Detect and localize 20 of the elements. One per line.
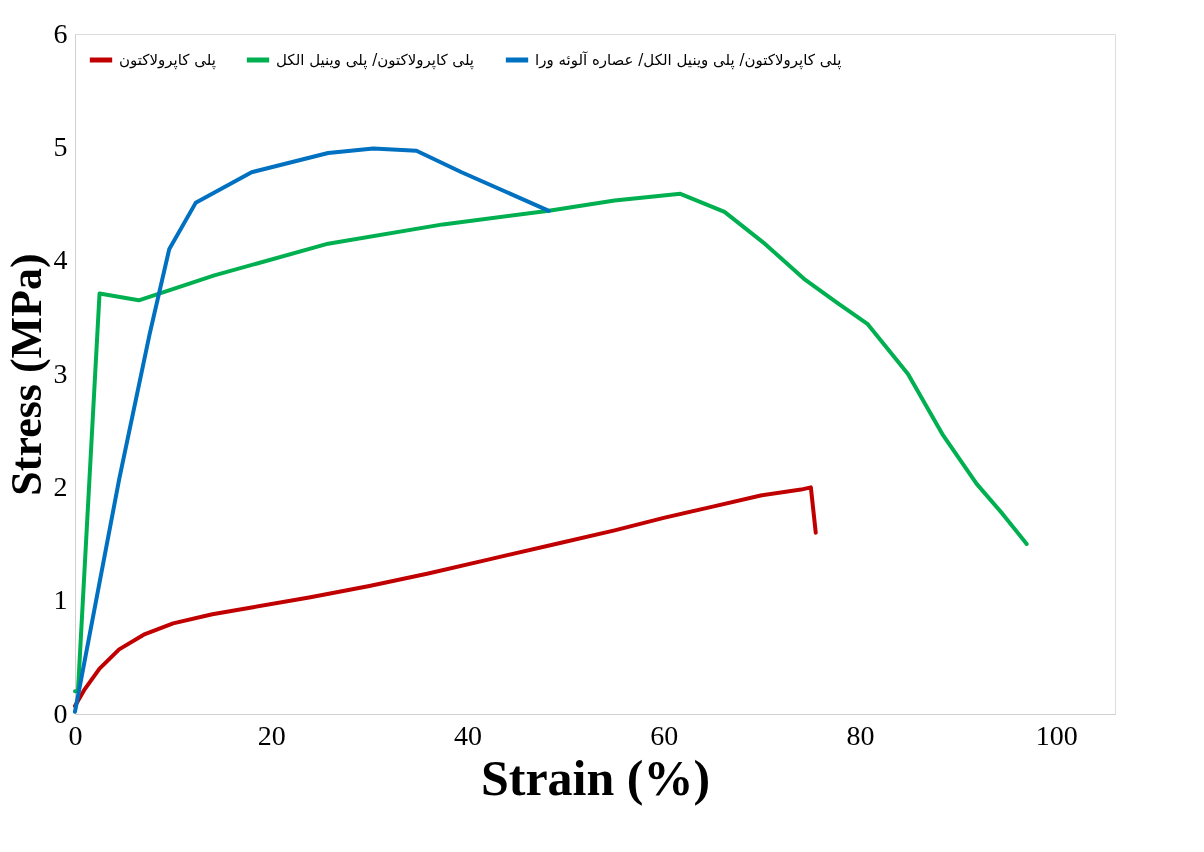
line-series [73,485,818,709]
y-tick-label: 0 [53,697,68,729]
y-tick-label: 1 [53,584,68,616]
y-tick-label: 4 [53,244,68,276]
y-tick-label: 2 [53,470,68,502]
x-tick-label: 20 [257,719,286,751]
y-tick-label: 3 [53,357,68,389]
y-tick-label: 5 [53,130,68,162]
line-series [73,191,1029,694]
x-tick-label: 100 [1035,719,1078,751]
line-series [73,146,551,714]
x-tick-label: 80 [846,719,875,751]
legend-label: پلی کاپرولاکتون/ پلی وینیل الکل [276,51,475,70]
y-tick-label: 6 [53,17,68,49]
x-axis-title: Strain (%) [480,749,711,806]
x-tick-label: 40 [453,719,482,751]
y-axis-title: Stress (MPa) [1,253,51,496]
legend-label: پلی کاپرولاکتون/ پلی وینیل الکل/ عصاره آلوئه ورا [535,51,842,70]
legend-label: پلی کاپرولاکتون [119,51,216,70]
x-tick-label: 60 [650,719,679,751]
